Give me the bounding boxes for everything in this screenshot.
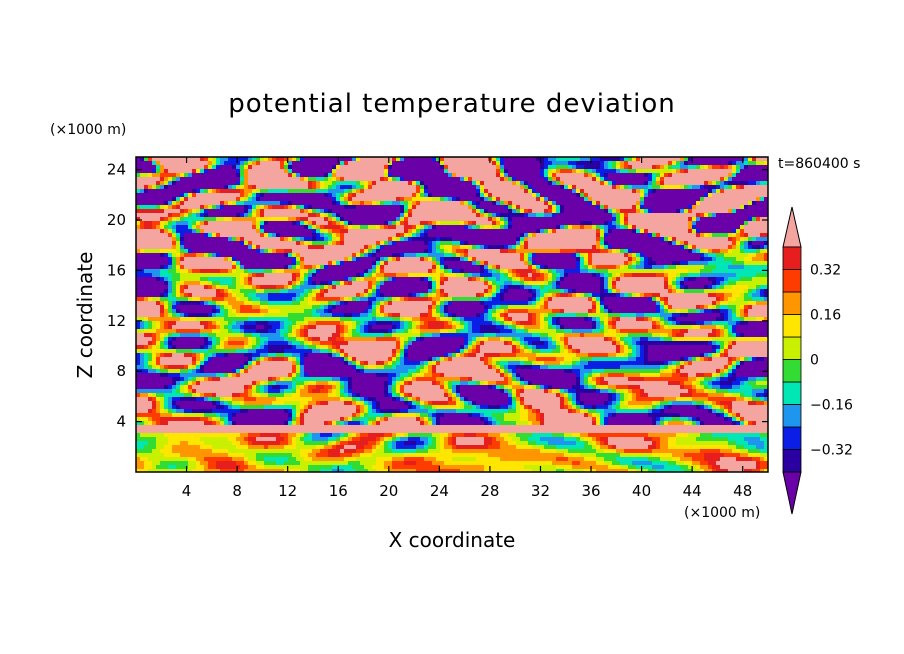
colorbar-band: [782, 291, 802, 315]
x-axis: 4 8 12 16 20 24 28 32 36 40 44 48: [182, 157, 752, 500]
y-tick-label: 12: [107, 312, 126, 330]
colorbar-label: −0.16: [810, 398, 853, 414]
colorbar-band: [782, 449, 802, 473]
y-tick-label: 20: [107, 211, 126, 229]
time-label: t=860400 s: [778, 156, 860, 172]
colorbar: 0.32 0.16 0 −0.16 −0.32: [782, 206, 853, 515]
colorbar-band: [782, 269, 802, 293]
colorbar-label: −0.32: [810, 443, 853, 459]
y-tick-label: 16: [107, 261, 126, 279]
x-tick-label: 44: [683, 482, 702, 500]
colorbar-band: [782, 381, 802, 405]
y-tick-label: 4: [116, 413, 126, 431]
colorbar-band: [782, 404, 802, 428]
y-tick-label: 8: [116, 362, 126, 380]
y-axis: 4 8 12 16 20 24: [107, 161, 768, 431]
heatmap-field: [136, 157, 768, 472]
x-tick-label: 12: [278, 482, 297, 500]
x-tick-label: 48: [733, 482, 752, 500]
y-axis-units: (×1000 m): [50, 122, 126, 138]
colorbar-extend-low: [782, 471, 802, 515]
colorbar-label: 0.32: [810, 263, 841, 279]
x-axis-units: (×1000 m): [684, 505, 760, 521]
y-axis-label: Z coordinate: [73, 252, 97, 379]
x-tick-label: 28: [480, 482, 499, 500]
x-tick-label: 40: [632, 482, 651, 500]
plot-frame: [135, 156, 769, 473]
y-tick-label: 24: [107, 161, 126, 179]
colorbar-extend-high: [782, 206, 802, 248]
colorbar-band: [782, 426, 802, 450]
chart-title: potential temperature deviation: [228, 89, 675, 119]
colorbar-band: [782, 336, 802, 360]
x-tick-label: 24: [430, 482, 449, 500]
x-tick-label: 36: [581, 482, 600, 500]
x-tick-label: 20: [379, 482, 398, 500]
x-axis-label: X coordinate: [389, 528, 516, 552]
x-tick-label: 32: [531, 482, 550, 500]
colorbar-band: [782, 314, 802, 338]
x-tick-label: 16: [329, 482, 348, 500]
x-tick-label: 4: [182, 482, 192, 500]
colorbar-label: 0: [810, 353, 819, 369]
colorbar-label: 0.16: [810, 308, 841, 324]
colorbar-band: [782, 359, 802, 383]
colorbar-band: [782, 246, 802, 270]
x-tick-label: 8: [232, 482, 242, 500]
